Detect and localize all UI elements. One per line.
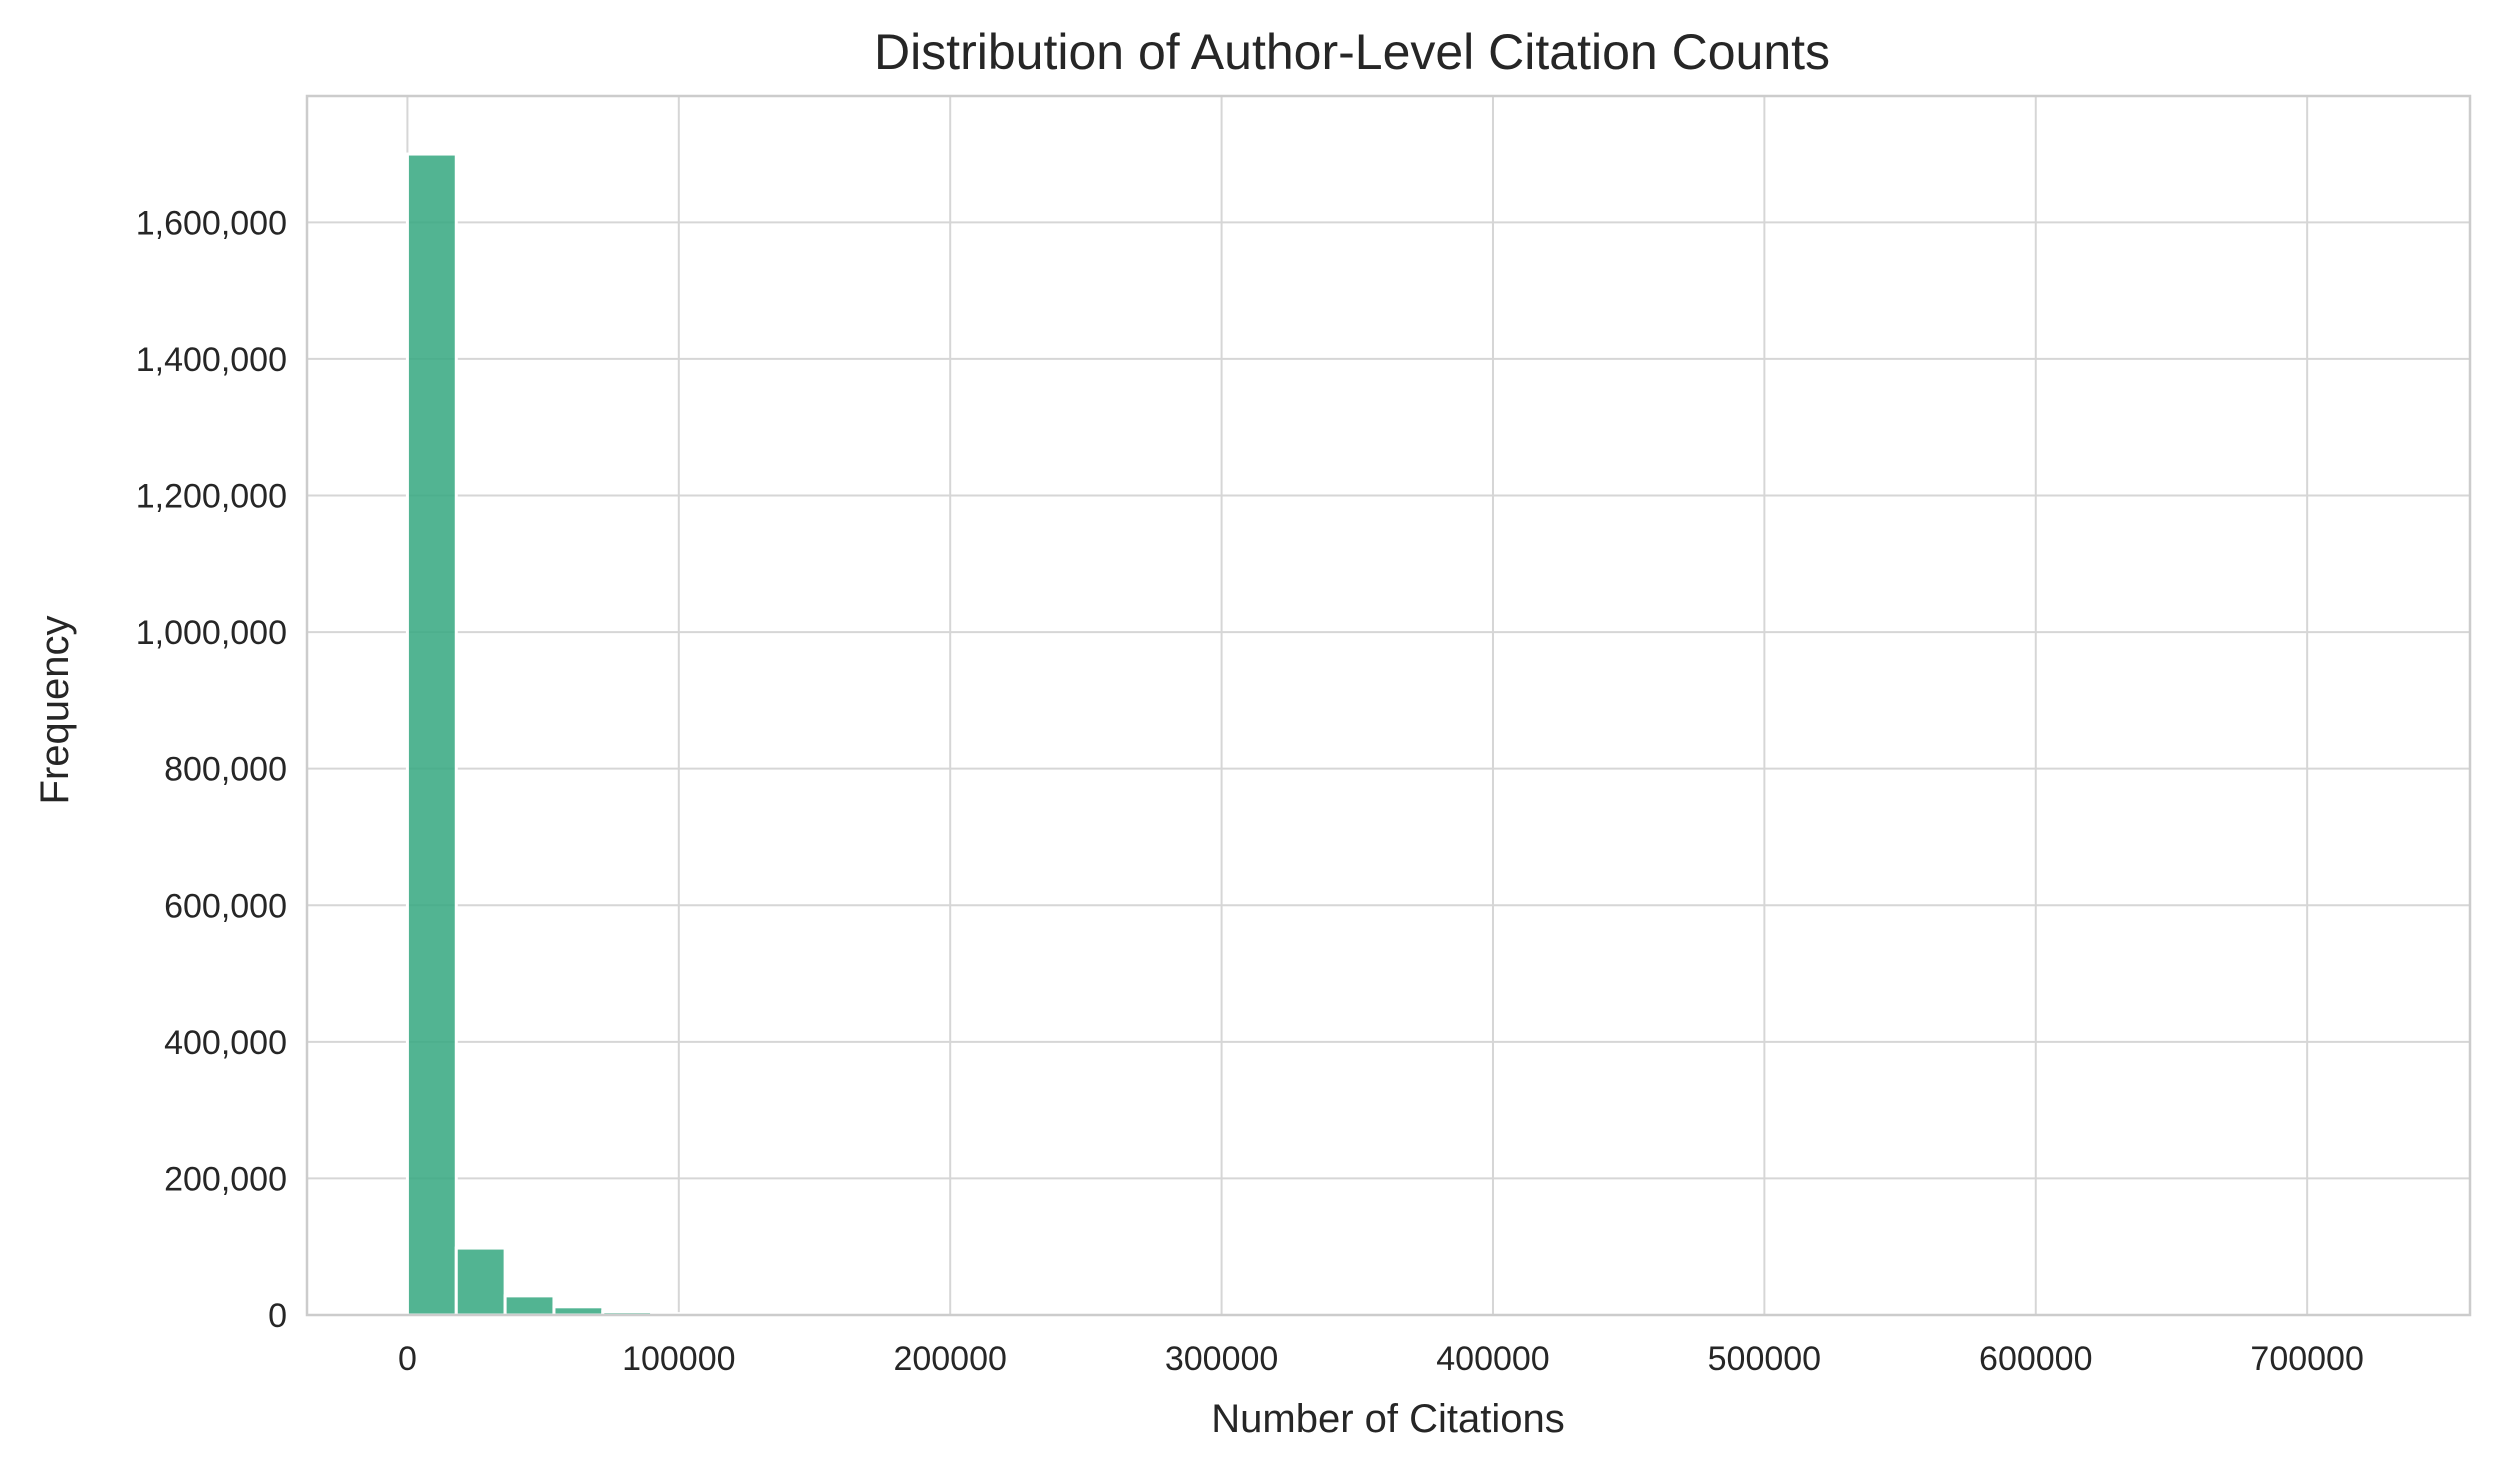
x-tick-label: 0 (398, 1340, 417, 1378)
y-axis-ticks: 0 200,000 400,000 600,000 800,000 1,000,000 1,… (136, 204, 287, 1335)
x-tick-label: 300000 (1165, 1340, 1278, 1378)
x-tick-label: 600000 (1979, 1340, 2092, 1378)
x-axis-ticks: 0 100000 200000 300000 400000 500000 600000 700… (398, 1340, 2364, 1378)
y-tick-label: 400,000 (164, 1024, 287, 1062)
y-tick-label: 1,400,000 (136, 341, 287, 379)
grid-lines (307, 96, 2470, 1316)
x-axis-label: Number of Citations (1211, 1397, 1564, 1441)
y-tick-label: 1,000,000 (136, 614, 287, 652)
x-tick-label: 400000 (1436, 1340, 1549, 1378)
y-tick-label: 200,000 (164, 1160, 287, 1198)
y-tick-label: 0 (268, 1297, 287, 1335)
histogram-bar (454, 1246, 507, 1317)
x-tick-label: 200000 (893, 1340, 1006, 1378)
histogram-bars (405, 152, 800, 1317)
y-tick-label: 800,000 (164, 751, 287, 789)
x-tick-label: 500000 (1708, 1340, 1821, 1378)
plot-area-frame (305, 94, 2472, 1317)
y-tick-label: 1,200,000 (136, 478, 287, 516)
x-tick-label: 700000 (2250, 1340, 2363, 1378)
y-tick-label: 600,000 (164, 887, 287, 925)
histogram-bar (503, 1294, 556, 1317)
y-tick-label: 1,600,000 (136, 204, 287, 242)
x-tick-label: 100000 (622, 1340, 735, 1378)
histogram-bar (405, 152, 458, 1317)
chart-title: Distribution of Author-Level Citation Co… (874, 24, 1830, 80)
y-axis-label: Frequency (33, 616, 77, 805)
